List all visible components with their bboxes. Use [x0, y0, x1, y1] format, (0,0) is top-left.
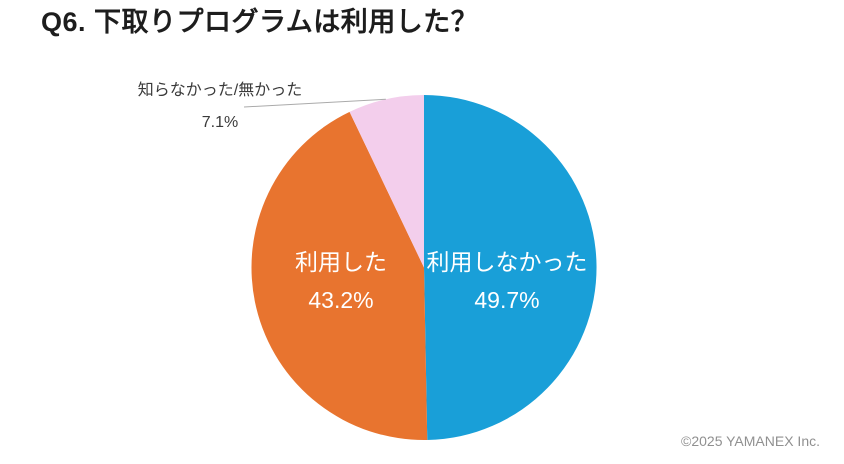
chart-title: Q6. 下取りプログラムは利用した？ [41, 7, 479, 37]
pie-slice-1 [251, 111, 428, 441]
pie-slice-0 [424, 94, 597, 440]
copyright-text: ©2025 YAMANEX Inc. [681, 433, 820, 449]
leader-line [243, 98, 386, 108]
pie-slice-2 [349, 95, 424, 268]
